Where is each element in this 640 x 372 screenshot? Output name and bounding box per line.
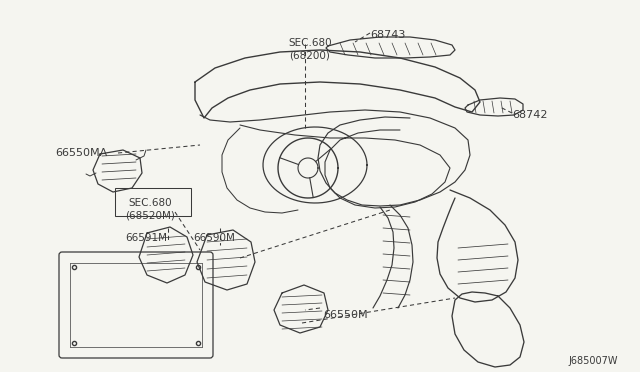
Bar (115, 188, 191, 216)
Text: 66550MA: 66550MA (55, 148, 108, 158)
Text: (68200): (68200) (289, 50, 330, 60)
Text: J685007W: J685007W (568, 356, 618, 366)
Text: (68520M): (68520M) (125, 210, 175, 220)
Text: SEC.680: SEC.680 (128, 198, 172, 208)
Text: 68743: 68743 (370, 30, 405, 40)
Text: 66591M: 66591M (125, 233, 167, 243)
Text: 66550M: 66550M (323, 310, 367, 320)
Text: 68742: 68742 (512, 110, 547, 120)
Text: SEC.680: SEC.680 (288, 38, 332, 48)
Text: 66590M: 66590M (193, 233, 235, 243)
